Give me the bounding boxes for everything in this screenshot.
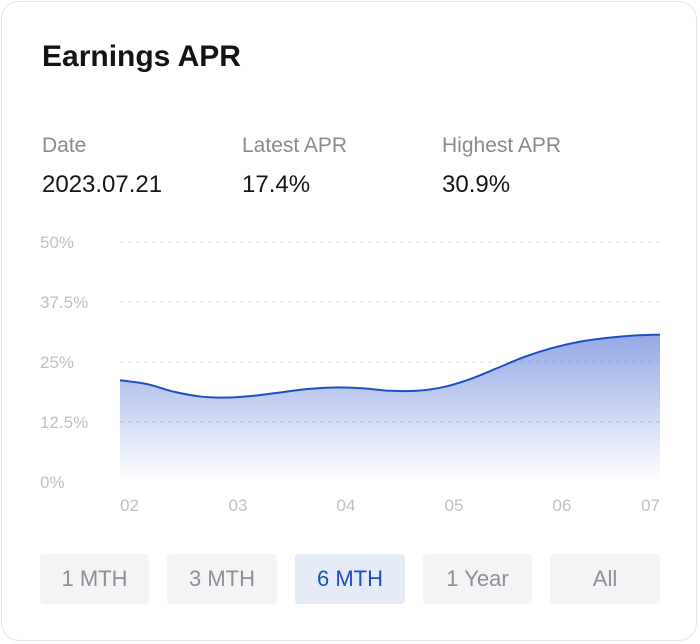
x-tick-label: 05	[445, 496, 464, 515]
stat-highest-apr: Highest APR 30.9%	[442, 132, 561, 200]
x-tick-label: 04	[337, 496, 356, 515]
x-tick-label: 02	[120, 496, 139, 515]
card-title: Earnings APR	[42, 40, 241, 73]
stat-date: Date 2023.07.21	[42, 132, 162, 200]
range-1-year-button[interactable]: 1 Year	[423, 554, 532, 604]
range-all-button[interactable]: All	[550, 554, 660, 604]
latest-apr-value: 17.4%	[242, 171, 311, 198]
highest-apr-label: Highest APR	[442, 134, 562, 157]
date-label: Date	[42, 134, 87, 157]
y-tick-label: 37.5%	[40, 293, 88, 312]
y-tick-label: 25%	[40, 353, 74, 372]
x-tick-label: 07	[641, 496, 660, 515]
apr-series-line	[119, 333, 661, 399]
highest-apr-value: 30.9%	[442, 171, 511, 198]
x-tick-label: 06	[553, 496, 572, 515]
latest-apr-label: Latest APR	[242, 134, 348, 157]
y-tick-label: 12.5%	[40, 413, 88, 432]
range-1-month-button[interactable]: 1 MTH	[40, 554, 149, 604]
y-tick-label: 50%	[40, 233, 74, 252]
range-6-month-button[interactable]: 6 MTH	[295, 554, 405, 604]
stat-latest-apr: Latest APR 17.4%	[242, 132, 347, 200]
apr-chart: 0% 12.5% 25% 37.5% 50% 02 03 04 05 06 07	[40, 233, 661, 515]
range-3-month-button[interactable]: 3 MTH	[167, 554, 277, 604]
x-axis-ticks: 02 03 04 05 06 07	[120, 496, 660, 515]
x-tick-label: 03	[229, 496, 248, 515]
apr-area-fill	[120, 334, 660, 482]
y-tick-label: 0%	[40, 473, 65, 492]
date-value: 2023.07.21	[42, 171, 163, 198]
y-axis-ticks: 0% 12.5% 25% 37.5% 50%	[40, 233, 88, 492]
